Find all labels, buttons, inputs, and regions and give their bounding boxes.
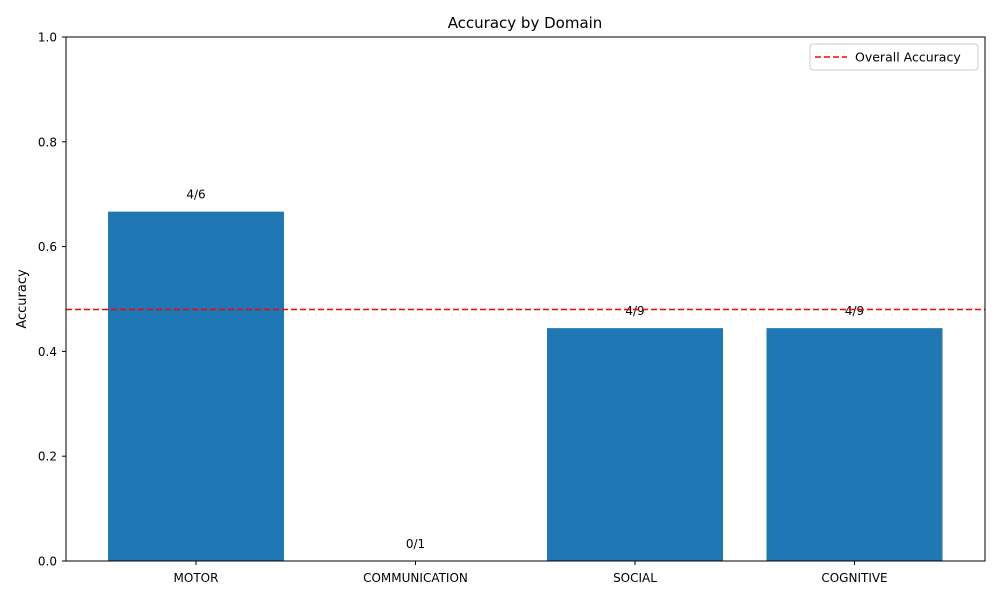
plot-frame	[65, 36, 986, 562]
x-tick-label-social: SOCIAL	[613, 571, 657, 585]
y-axis-label: Accuracy	[15, 269, 30, 329]
y-tick-label: 0.2	[38, 450, 57, 464]
bar-label-communication: 0/1	[406, 537, 425, 551]
x-tick-label-cognitive: COGNITIVE	[821, 571, 887, 585]
bar-label-motor: 4/6	[186, 188, 205, 202]
legend-label-overall-accuracy: Overall Accuracy	[855, 50, 961, 65]
bar-label-cognitive: 4/9	[845, 304, 864, 318]
x-tick-label-communication: COMMUNICATION	[363, 571, 468, 585]
bar-cognitive	[766, 328, 943, 561]
x-axis-ticks: MOTOR COMMUNICATION SOCIAL COGNITIVE	[174, 561, 888, 585]
y-tick-label: 0.8	[38, 135, 57, 149]
y-tick-label: 0.0	[38, 555, 57, 569]
y-tick-label: 0.6	[38, 240, 57, 254]
bars-group	[108, 211, 943, 561]
bar-social	[547, 328, 723, 561]
legend: Overall Accuracy	[809, 43, 979, 71]
bar-labels-group: 4/6 0/1 4/9 4/9	[186, 188, 864, 551]
legend-box	[809, 43, 979, 71]
bar-label-social: 4/9	[625, 304, 644, 318]
y-tick-label: 1.0	[38, 31, 57, 45]
chart-title: Accuracy by Domain	[448, 14, 603, 32]
y-axis-ticks: 0.0 0.2 0.4 0.6 0.8 1.0	[38, 31, 66, 569]
bar-motor	[108, 211, 284, 561]
y-tick-label: 0.4	[38, 345, 57, 359]
x-tick-label-motor: MOTOR	[174, 571, 219, 585]
